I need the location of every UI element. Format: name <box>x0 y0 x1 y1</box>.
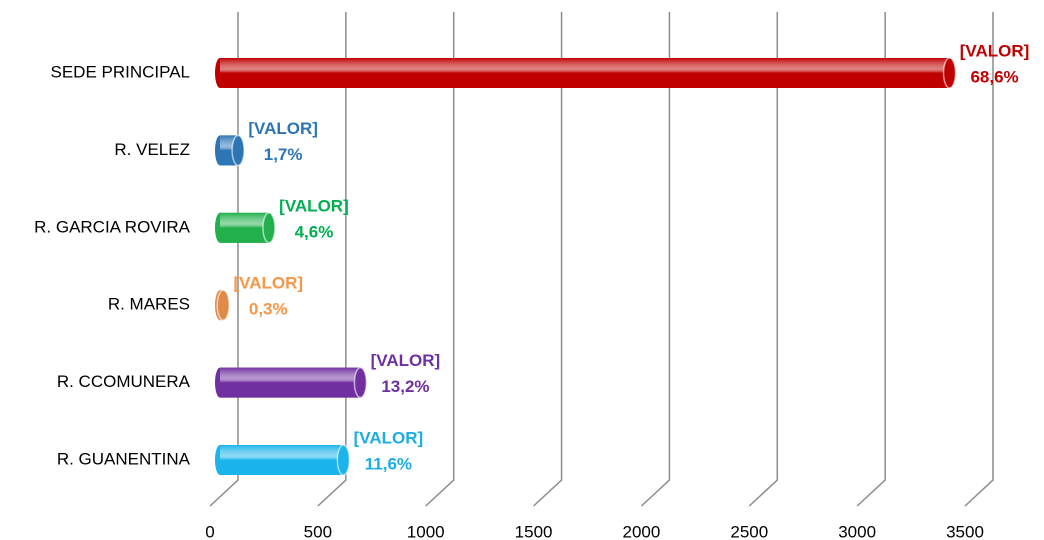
x-tick-label: 1000 <box>407 522 445 540</box>
y-tick-label: R. VELEZ <box>114 140 190 159</box>
bar-shine <box>220 58 950 88</box>
data-label: [VALOR] <box>960 41 1030 60</box>
bar-cap <box>231 134 245 167</box>
bar-cap <box>942 57 957 89</box>
y-tick-label: R. MARES <box>108 295 190 314</box>
grid-line <box>640 12 671 507</box>
data-label: 4,6% <box>295 222 334 241</box>
y-tick-label: R. GUANENTINA <box>57 449 191 468</box>
x-tick-label: 2000 <box>623 522 661 540</box>
data-label: 1,7% <box>264 145 303 164</box>
grid-line <box>964 12 994 507</box>
data-label: 68,6% <box>970 67 1018 86</box>
y-tick-label: SEDE PRINCIPAL <box>50 62 190 81</box>
bar-cap <box>353 366 368 399</box>
grid-line <box>856 12 886 507</box>
data-label: [VALOR] <box>233 274 303 293</box>
data-label: 0,3% <box>249 300 288 319</box>
x-tick-label: 2500 <box>730 522 768 540</box>
grid-line <box>748 12 779 507</box>
bar-shine <box>220 445 344 475</box>
data-label: [VALOR] <box>248 119 318 138</box>
grid-line <box>425 12 455 507</box>
x-tick-label: 0 <box>205 522 214 540</box>
bar-cap <box>262 212 276 244</box>
grid-line <box>317 12 347 507</box>
x-tick-label: 1500 <box>515 522 553 540</box>
data-label: [VALOR] <box>371 351 441 370</box>
bar-shine <box>220 212 269 243</box>
data-label: 11,6% <box>365 454 412 473</box>
x-tick-label: 3500 <box>946 522 984 540</box>
y-tick-label: R. CCOMUNERA <box>57 372 191 391</box>
data-label: 13,2% <box>381 377 429 396</box>
x-tick-label: 500 <box>304 522 332 540</box>
data-label: [VALOR] <box>279 196 349 215</box>
grid-line <box>209 12 239 507</box>
bar-shine <box>220 367 361 398</box>
bar-cap <box>336 444 351 476</box>
y-tick-label: R. GARCIA ROVIRA <box>34 217 191 236</box>
grid-line <box>533 12 563 507</box>
x-tick-label: 3000 <box>838 522 876 540</box>
bar-cap <box>216 289 230 321</box>
data-label: [VALOR] <box>354 428 424 447</box>
